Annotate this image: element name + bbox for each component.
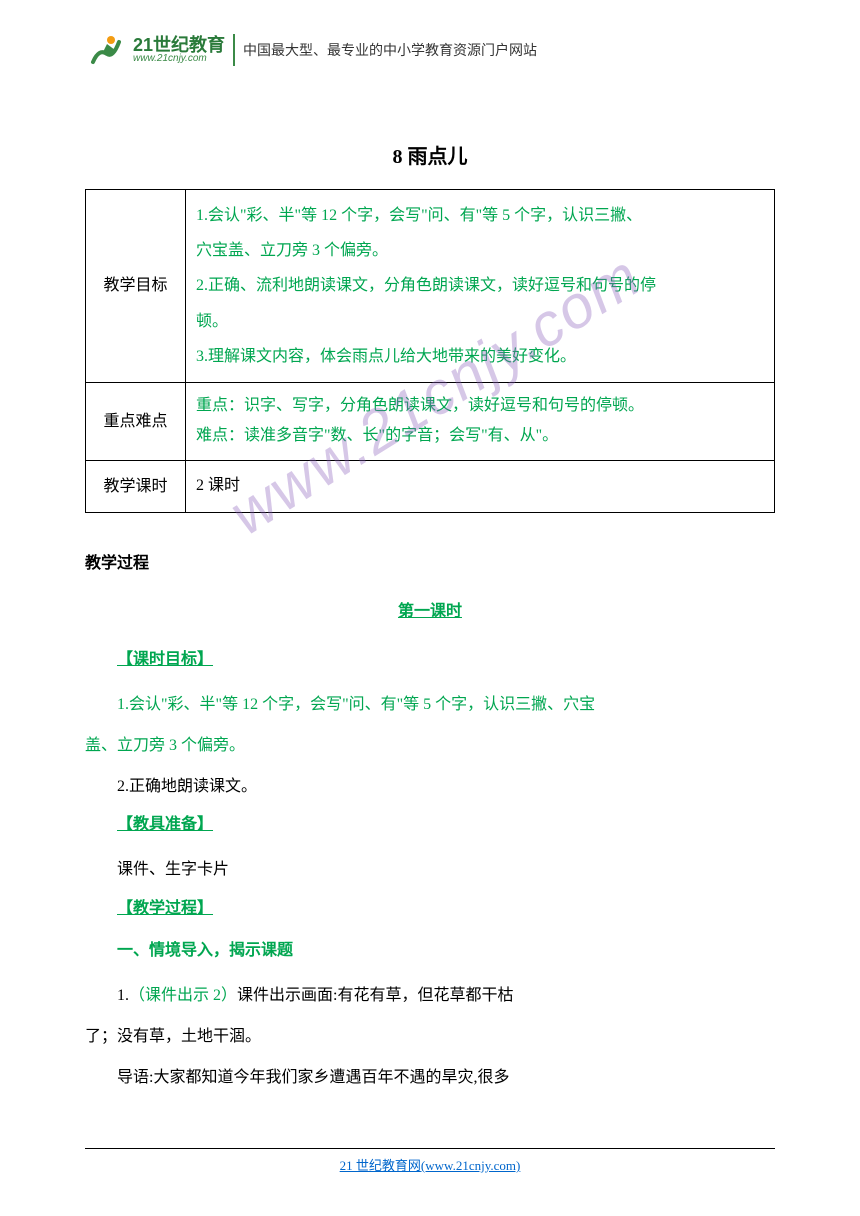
footer-prefix: 21 世纪教育网 bbox=[340, 1158, 421, 1173]
goal-text: 2.正确、流利地朗读课文，分角色朗读课文，读好逗号和句号的停 bbox=[196, 277, 656, 294]
footer-divider bbox=[85, 1148, 775, 1149]
body-paragraph: 了；没有草，土地干涸。 bbox=[85, 1019, 775, 1054]
logo-main-text: 21世纪教育 bbox=[133, 36, 225, 54]
logo: 21世纪教育 www.21cnjy.com bbox=[85, 30, 225, 70]
goals-subheading: 【课时目标】 bbox=[85, 645, 775, 669]
table-label-goals: 教学目标 bbox=[86, 190, 186, 383]
table-row: 重点难点 重点：识字、写字，分角色朗读课文，读好逗号和句号的停顿。 难点：读准多… bbox=[86, 382, 775, 460]
body-paragraph: 盖、立刀旁 3 个偏旁。 bbox=[85, 728, 775, 763]
page-footer: 21 世纪教育网(www.21cnjy.com) bbox=[0, 1148, 860, 1174]
body-paragraph: 导语:大家都知道今年我们家乡遭遇百年不遇的旱灾,很多 bbox=[85, 1060, 775, 1095]
logo-separator bbox=[233, 34, 235, 66]
proc-section-1: 一、情境导入，揭示课题 bbox=[85, 936, 775, 960]
table-cell-goals: 1.会认"彩、半"等 12 个字，会写"问、有"等 5 个字，认识三撇、 穴宝盖… bbox=[186, 190, 775, 383]
goal-text: 穴宝盖、立刀旁 3 个偏旁。 bbox=[196, 242, 388, 259]
process-heading: 教学过程 bbox=[85, 549, 775, 573]
proc-subheading: 【教学过程】 bbox=[85, 894, 775, 918]
footer-link[interactable]: 21 世纪教育网(www.21cnjy.com) bbox=[0, 1155, 860, 1174]
body-paragraph: 2.正确地朗读课文。 bbox=[85, 769, 775, 804]
goal-text: 顿。 bbox=[196, 313, 228, 330]
table-cell-difficulty: 重点：识字、写字，分角色朗读课文，读好逗号和句号的停顿。 难点：读准多音字"数、… bbox=[186, 382, 775, 460]
info-table: 教学目标 1.会认"彩、半"等 12 个字，会写"问、有"等 5 个字，认识三撇… bbox=[85, 189, 775, 513]
body-paragraph: 课件、生字卡片 bbox=[85, 852, 775, 887]
header-tagline: 中国最大型、最专业的中小学教育资源门户网站 bbox=[243, 40, 537, 60]
prep-subheading: 【教具准备】 bbox=[85, 810, 775, 834]
body-paragraph: 1.会认"彩、半"等 12 个字，会写"问、有"等 5 个字，认识三撇、穴宝 bbox=[85, 687, 775, 722]
text-span: （课件出示 2） bbox=[129, 987, 237, 1004]
table-label-hours: 教学课时 bbox=[86, 460, 186, 512]
goal-text: 1.会认"彩、半"等 12 个字，会写"问、有"等 5 个字，认识三撇、 bbox=[196, 207, 642, 224]
logo-text-block: 21世纪教育 www.21cnjy.com bbox=[133, 36, 225, 64]
text-span: 1. bbox=[117, 987, 129, 1004]
logo-icon bbox=[85, 30, 125, 70]
page-header: 21世纪教育 www.21cnjy.com 中国最大型、最专业的中小学教育资源门… bbox=[0, 0, 860, 80]
body-paragraph: 1.（课件出示 2）课件出示画面:有花有草，但花草都干枯 bbox=[85, 978, 775, 1013]
text-span: 课件出示画面:有花有草，但花草都干枯 bbox=[237, 987, 513, 1004]
document-title: 8 雨点儿 bbox=[85, 140, 775, 169]
lesson-title: 第一课时 bbox=[85, 597, 775, 621]
logo-url-text: www.21cnjy.com bbox=[133, 54, 225, 64]
table-label-difficulty: 重点难点 bbox=[86, 382, 186, 460]
document-content: 8 雨点儿 教学目标 1.会认"彩、半"等 12 个字，会写"问、有"等 5 个… bbox=[0, 140, 860, 1095]
table-row: 教学目标 1.会认"彩、半"等 12 个字，会写"问、有"等 5 个字，认识三撇… bbox=[86, 190, 775, 383]
footer-url: (www.21cnjy.com) bbox=[421, 1158, 520, 1173]
difficulty-text: 重点：识字、写字，分角色朗读课文，读好逗号和句号的停顿。 bbox=[196, 397, 644, 414]
table-row: 教学课时 2 课时 bbox=[86, 460, 775, 512]
goal-text: 3.理解课文内容，体会雨点儿给大地带来的美好变化。 bbox=[196, 348, 576, 365]
difficulty-text: 难点：读准多音字"数、长"的字音；会写"有、从"。 bbox=[196, 427, 558, 444]
table-cell-hours: 2 课时 bbox=[186, 460, 775, 512]
